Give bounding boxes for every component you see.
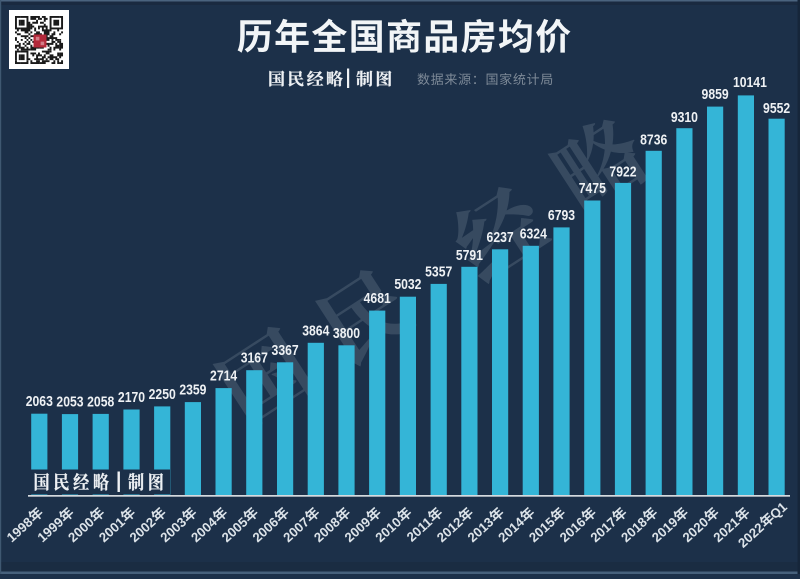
svg-text:9552: 9552 bbox=[763, 100, 790, 116]
svg-text:9310: 9310 bbox=[671, 109, 698, 125]
svg-text:2058: 2058 bbox=[87, 393, 115, 409]
svg-text:7922: 7922 bbox=[609, 163, 636, 179]
svg-text:5791: 5791 bbox=[456, 247, 484, 263]
svg-text:6793: 6793 bbox=[548, 207, 575, 223]
svg-text:2063: 2063 bbox=[26, 393, 53, 409]
svg-text:5032: 5032 bbox=[394, 276, 421, 292]
svg-text:7475: 7475 bbox=[579, 180, 607, 196]
svg-text:6324: 6324 bbox=[520, 225, 548, 241]
svg-text:3167: 3167 bbox=[241, 350, 268, 366]
svg-text:2053: 2053 bbox=[56, 394, 83, 410]
svg-text:2359: 2359 bbox=[179, 382, 206, 398]
svg-text:3367: 3367 bbox=[272, 342, 299, 358]
svg-text:2170: 2170 bbox=[118, 389, 145, 405]
svg-text:2250: 2250 bbox=[149, 386, 176, 402]
svg-text:9859: 9859 bbox=[702, 86, 729, 102]
svg-text:2714: 2714 bbox=[210, 368, 238, 384]
svg-text:5357: 5357 bbox=[425, 263, 452, 279]
svg-text:3864: 3864 bbox=[302, 322, 330, 338]
svg-text:3800: 3800 bbox=[333, 325, 360, 341]
svg-text:6237: 6237 bbox=[487, 229, 514, 245]
svg-text:10141: 10141 bbox=[733, 74, 767, 90]
svg-text:8736: 8736 bbox=[640, 132, 667, 148]
svg-text:4681: 4681 bbox=[364, 290, 392, 306]
